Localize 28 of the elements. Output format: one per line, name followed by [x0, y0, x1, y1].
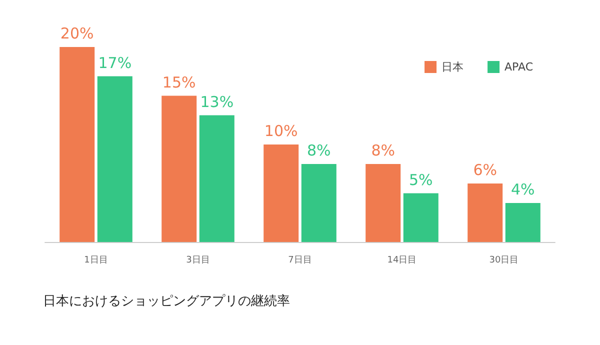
bar [366, 164, 401, 242]
bar [264, 144, 299, 242]
bar [505, 203, 540, 242]
data-label: 8% [371, 142, 395, 160]
data-label: 8% [307, 142, 331, 160]
x-tick-label: 1日目 [84, 256, 108, 266]
legend-label: APAC [504, 60, 534, 74]
data-label: 15% [162, 73, 196, 92]
x-tick-label: 30日目 [489, 256, 519, 266]
data-label: 13% [200, 92, 234, 111]
bar [60, 47, 95, 242]
data-label: 6% [473, 161, 497, 179]
data-label: 10% [264, 122, 298, 140]
bar [403, 193, 438, 242]
bar [301, 164, 336, 242]
x-tick-label: 7日目 [288, 256, 312, 266]
data-label: 20% [60, 24, 94, 42]
x-tick-label: 14日目 [387, 256, 417, 266]
text: 日本におけるショッピングアプリの継続率 [43, 293, 290, 309]
x-tick-label: 3日目 [186, 256, 210, 266]
bar [199, 115, 234, 242]
data-label: 17% [98, 54, 132, 72]
bar [162, 96, 197, 242]
data-label: 4% [511, 180, 535, 198]
bar [468, 184, 503, 242]
legend-label: 日本 [442, 60, 464, 74]
bar [97, 76, 132, 242]
data-label: 5% [409, 170, 433, 189]
